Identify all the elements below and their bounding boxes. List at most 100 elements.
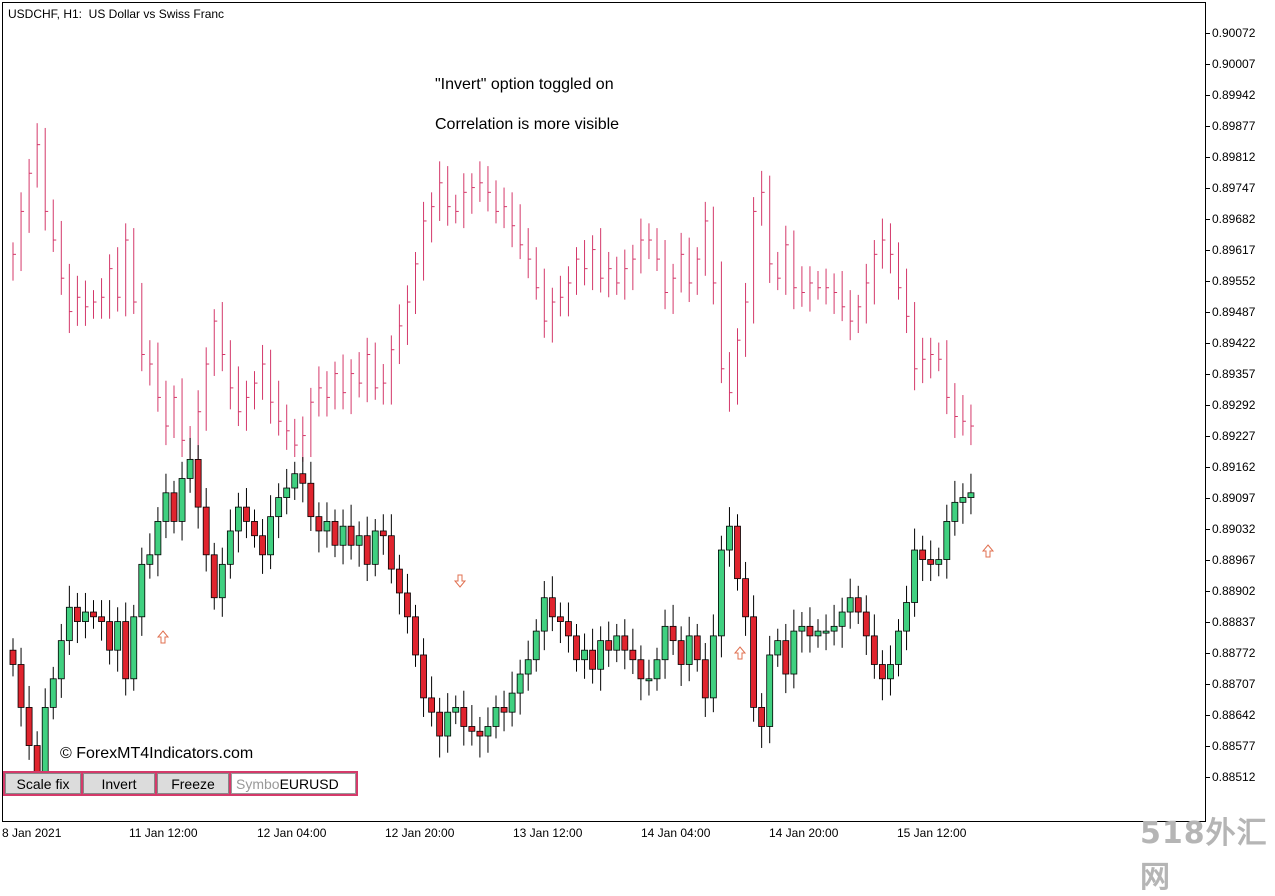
bear-candle — [90, 611, 97, 618]
price-label: 0.89877 — [1212, 119, 1256, 133]
price-tick — [1206, 498, 1210, 499]
bear-candle — [742, 578, 749, 618]
price-tick — [1206, 281, 1210, 282]
bear-candle — [621, 635, 629, 651]
bear-candle — [106, 621, 113, 651]
time-label: 12 Jan 20:00 — [385, 826, 455, 840]
bear-candle — [170, 492, 178, 522]
invert-button[interactable]: Invert — [83, 773, 155, 794]
scale-fix-button[interactable]: Scale fix — [5, 773, 81, 794]
price-label: 0.89097 — [1212, 491, 1256, 505]
price-tick — [1206, 560, 1210, 561]
bull-candle — [41, 707, 49, 775]
bull-candle — [524, 659, 532, 675]
price-label: 0.89552 — [1212, 274, 1256, 288]
bear-candle — [605, 640, 613, 651]
price-label: 0.89357 — [1212, 367, 1256, 381]
bull-candle — [65, 606, 73, 642]
bull-candle — [114, 621, 122, 651]
bull-candle — [484, 726, 492, 737]
price-tick — [1206, 95, 1210, 96]
bear-candle — [758, 707, 766, 727]
price-tick — [1206, 622, 1210, 623]
bear-candle — [919, 549, 927, 560]
bull-candle — [57, 640, 65, 680]
price-tick — [1206, 188, 1210, 189]
bull-candle — [186, 459, 194, 479]
price-tick — [1206, 219, 1210, 220]
bull-candle — [355, 535, 363, 546]
bull-candle — [226, 530, 234, 565]
bear-candle — [25, 707, 33, 746]
bear-candle — [299, 473, 307, 484]
price-tick — [1206, 64, 1210, 65]
time-label: 11 Jan 12:00 — [129, 826, 198, 840]
bull-candle — [540, 597, 548, 632]
price-label: 0.89032 — [1212, 522, 1256, 536]
bear-candle — [387, 535, 395, 570]
bull-candle — [444, 711, 452, 737]
bull-candle — [959, 497, 967, 503]
symbol-value: EURUSD — [279, 775, 339, 792]
bear-candle — [315, 516, 323, 532]
price-tick — [1206, 467, 1210, 468]
bear-candle — [750, 616, 757, 708]
price-label: 0.88707 — [1212, 677, 1256, 691]
bear-candle — [379, 530, 387, 537]
symbol-placeholder: Symbo — [236, 775, 280, 792]
bear-candle — [870, 635, 878, 665]
bull-candle — [581, 649, 588, 661]
bear-candle — [701, 659, 709, 699]
bull-candle — [291, 473, 299, 489]
bull-candle — [709, 635, 717, 699]
price-tick — [1206, 746, 1210, 747]
price-tick — [1206, 312, 1210, 313]
down-arrow-icon — [453, 574, 467, 588]
bear-candle — [854, 597, 862, 613]
bear-candle — [259, 535, 266, 556]
price-tick — [1206, 343, 1210, 344]
price-label: 0.88577 — [1212, 739, 1256, 753]
bull-candle — [830, 625, 838, 632]
bull-candle — [903, 602, 910, 632]
bear-candle — [677, 640, 685, 665]
bear-candle — [468, 726, 476, 732]
time-label: 14 Jan 20:00 — [769, 826, 839, 840]
freeze-button[interactable]: Freeze — [157, 773, 229, 794]
price-label: 0.88642 — [1212, 708, 1256, 722]
bear-candle — [862, 611, 870, 637]
bear-candle — [573, 635, 580, 661]
bull-candle — [943, 521, 951, 560]
time-label: 12 Jan 04:00 — [257, 826, 327, 840]
bull-candle — [323, 521, 331, 532]
bear-candle — [428, 697, 436, 713]
price-tick — [1206, 653, 1210, 654]
bull-candle — [895, 630, 902, 665]
chart-area[interactable]: USDCHF, H1: US Dollar vs Swiss Franc "In… — [2, 2, 1206, 822]
price-label: 0.88837 — [1212, 615, 1256, 629]
bear-candle — [98, 616, 105, 622]
bull-candle — [951, 501, 959, 522]
price-tick — [1206, 715, 1210, 716]
bear-candle — [33, 745, 41, 775]
bull-candle — [726, 525, 733, 551]
symbol-input[interactable]: Symbo EURUSD — [231, 773, 356, 794]
up-arrow-icon — [733, 646, 747, 660]
bear-candle — [363, 535, 371, 565]
bull-candle — [838, 611, 846, 627]
copyright-text: © ForexMT4Indicators.com — [60, 745, 254, 762]
price-tick — [1206, 250, 1210, 251]
time-label: 14 Jan 04:00 — [641, 826, 711, 840]
bull-candle — [685, 635, 693, 665]
bull-candle — [766, 654, 774, 727]
bear-candle — [412, 616, 419, 656]
price-tick — [1206, 126, 1210, 127]
bear-candle — [557, 616, 564, 622]
bull-candle — [146, 554, 154, 565]
bull-candle — [790, 630, 798, 675]
bull-candle — [967, 492, 975, 498]
price-label: 0.89682 — [1212, 212, 1256, 226]
bull-candle — [814, 630, 822, 637]
bear-candle — [460, 707, 468, 727]
bull-candle — [154, 521, 162, 556]
